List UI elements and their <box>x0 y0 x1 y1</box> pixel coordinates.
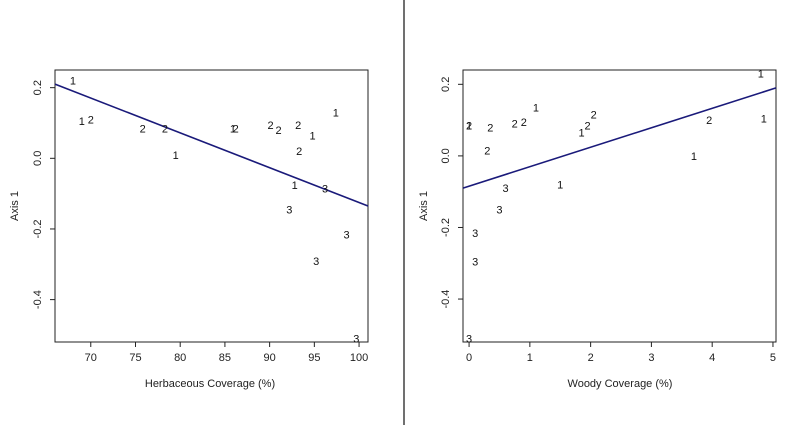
x-axis-title: Woody Coverage (%) <box>568 378 673 390</box>
data-point-label: 2 <box>88 114 94 126</box>
data-point-label: 2 <box>466 120 472 132</box>
y-tick-label: -0.2 <box>440 218 452 237</box>
data-point-label: 2 <box>521 117 527 129</box>
x-axis-ticks: 70 75 80 85 90 95 100 <box>85 342 368 364</box>
x-tick-label: 80 <box>174 352 186 364</box>
data-point-label: 2 <box>591 110 597 122</box>
regression-line <box>462 87 777 189</box>
x-tick-label: 90 <box>264 352 276 364</box>
x-tick-label: 70 <box>85 352 97 364</box>
data-point-label: 3 <box>496 205 502 217</box>
y-tick-label: 0.0 <box>32 151 44 166</box>
data-point-label: 2 <box>233 123 239 135</box>
data-point-label: 1 <box>230 123 236 135</box>
data-point-label: 2 <box>296 146 302 158</box>
data-point-label: 1 <box>333 107 339 119</box>
data-point-label: 1 <box>79 116 85 128</box>
data-point-label: 3 <box>286 205 292 217</box>
data-point-label: 2 <box>140 123 146 135</box>
x-tick-label: 1 <box>527 352 533 364</box>
herbaceous-panel: Herbaceous Coverage (%) Axis 1 70 75 80 85 9… <box>9 69 369 390</box>
data-point-label: 1 <box>309 130 315 142</box>
x-tick-label: 100 <box>350 352 368 364</box>
data-point-label: 3 <box>472 256 478 268</box>
data-point-label: 3 <box>322 183 328 195</box>
data-point-label: 3 <box>313 256 319 268</box>
data-point-label: 1 <box>758 69 764 81</box>
data-point-label: 3 <box>502 183 508 195</box>
y-tick-label: -0.2 <box>32 219 44 238</box>
data-point-label: 1 <box>557 180 563 192</box>
plot-frame <box>54 69 369 343</box>
data-point-label: 2 <box>484 146 490 158</box>
data-point-label: 3 <box>353 333 359 345</box>
y-tick-label: -0.4 <box>440 290 452 309</box>
x-tick-label: 4 <box>709 352 715 364</box>
x-tick-label: 95 <box>308 352 320 364</box>
y-tick-label: 0.2 <box>32 80 44 95</box>
data-point-label: 1 <box>761 113 767 125</box>
x-tick-label: 0 <box>466 352 472 364</box>
data-point-label: 2 <box>585 120 591 132</box>
data-point-label: 1 <box>578 128 584 140</box>
data-point-label: 1 <box>292 180 298 192</box>
data-point-label: 2 <box>276 125 282 137</box>
data-point-label: 3 <box>472 228 478 240</box>
data-point-label: 1 <box>466 120 472 132</box>
y-axis-ticks: 0.2 0.0 -0.2 -0.4 <box>32 80 55 309</box>
regression-line <box>54 83 369 207</box>
y-axis-ticks: 0.2 0.0 -0.2 -0.4 <box>440 77 463 309</box>
y-tick-label: -0.4 <box>32 290 44 309</box>
data-point-label: 2 <box>487 122 493 134</box>
x-tick-label: 5 <box>770 352 776 364</box>
data-point-label: 2 <box>295 120 301 132</box>
data-point-label: 3 <box>343 229 349 241</box>
x-axis-ticks: 0 1 2 3 4 5 <box>466 342 776 364</box>
x-tick-label: 85 <box>219 352 231 364</box>
x-axis-title: Herbaceous Coverage (%) <box>145 378 275 390</box>
x-tick-label: 3 <box>648 352 654 364</box>
data-point-label: 1 <box>533 103 539 115</box>
data-point-label: 2 <box>706 115 712 127</box>
data-point-label: 1 <box>173 150 179 162</box>
data-point-label: 2 <box>512 119 518 131</box>
x-tick-label: 2 <box>588 352 594 364</box>
data-point-label: 2 <box>267 120 273 132</box>
data-point-label: 3 <box>466 333 472 345</box>
y-axis-title: Axis 1 <box>9 191 21 221</box>
y-tick-label: 0.2 <box>440 77 452 92</box>
data-point-label: 1 <box>691 151 697 163</box>
plot-frame <box>462 69 777 343</box>
x-tick-label: 75 <box>129 352 141 364</box>
data-point-label: 1 <box>70 76 76 88</box>
data-point-label: 2 <box>162 123 168 135</box>
y-axis-title: Axis 1 <box>418 191 430 221</box>
y-tick-label: 0.0 <box>440 148 452 163</box>
